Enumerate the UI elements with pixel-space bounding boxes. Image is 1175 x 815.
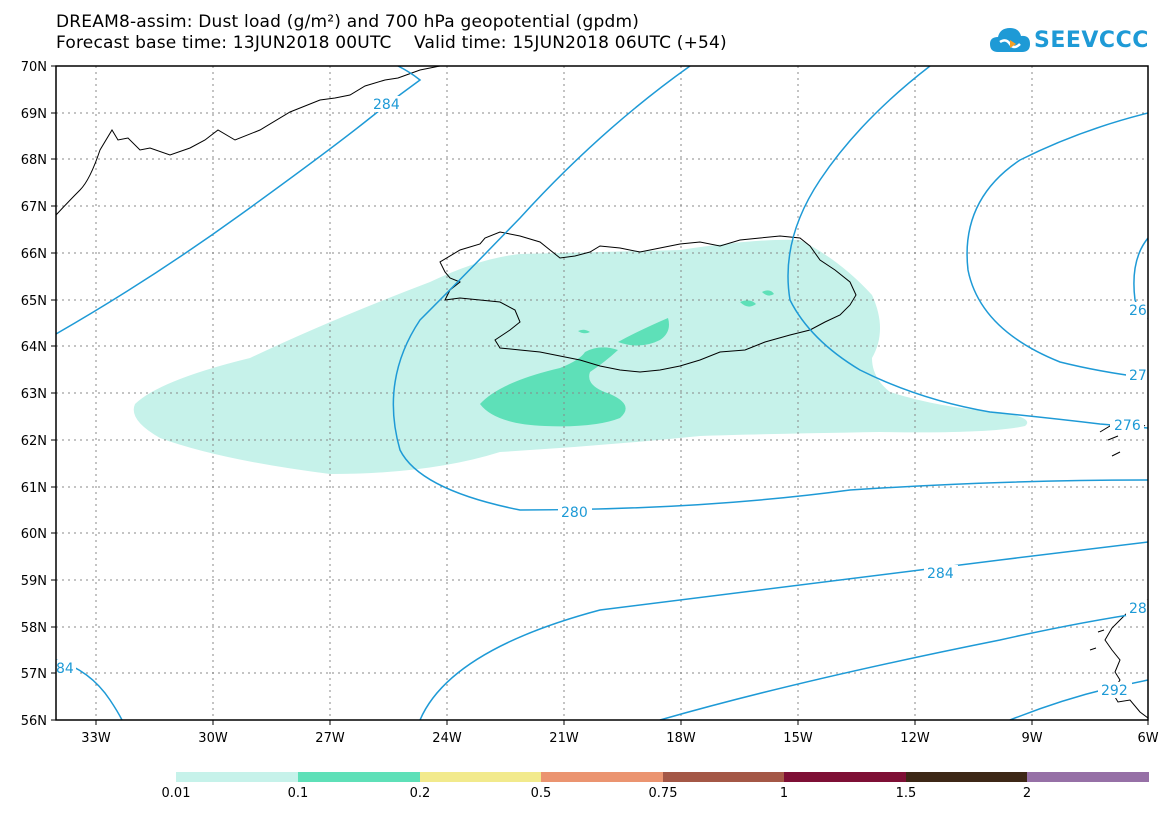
legend-label: 1: [779, 786, 789, 801]
lat-label: 70N: [21, 60, 47, 75]
legend-swatch: [784, 772, 906, 782]
seevccc-logo: SEEVCCC: [990, 24, 1160, 58]
legend-label: 0.5: [530, 786, 552, 801]
dust-patch-2: [740, 300, 756, 307]
color-legend: 0.01 0.1 0.2 0.5 0.75 1 1.5 2: [0, 770, 1175, 815]
contour-label: 27: [1129, 368, 1147, 384]
legend-swatch: [1027, 772, 1149, 782]
legend-swatch: [298, 772, 420, 782]
contour-276: [787, 66, 1148, 429]
legend-color-bar: [176, 772, 1149, 782]
scotland-coast: [1089, 599, 1148, 719]
iceland-coast: [439, 231, 857, 373]
lat-label: 59N: [21, 574, 47, 589]
axis-ticks: [51, 65, 1149, 725]
dust-patch-4: [578, 329, 590, 334]
contour-280: [392, 66, 1148, 511]
legend-label: 0.2: [409, 786, 431, 801]
lat-label: 67N: [21, 200, 47, 215]
legend-swatch: [663, 772, 784, 782]
logo-text: SEEVCCC: [1034, 28, 1149, 53]
contour-288: [659, 611, 1148, 720]
dust-load-map: 284 280 284 276 27 26 28 292 84: [21, 60, 1159, 746]
legend-label: 0.75: [648, 786, 678, 801]
lat-label: 65N: [21, 294, 47, 309]
legend-label: 0.01: [161, 786, 191, 801]
dust-patch-3: [762, 290, 774, 296]
lat-label: 64N: [21, 340, 47, 355]
lat-label: 56N: [21, 714, 47, 729]
lon-label: 33W: [81, 731, 111, 746]
contour-label: 84: [56, 661, 74, 677]
dust-area-light: [133, 239, 1028, 474]
greenland-coast: [56, 66, 441, 216]
lon-label: 21W: [549, 731, 579, 746]
legend-label: 2: [1022, 786, 1032, 801]
graticule: [56, 66, 1148, 720]
geopotential-contours: [56, 66, 1148, 720]
lat-label: 66N: [21, 247, 47, 262]
contour-label: 28: [1129, 601, 1147, 617]
lat-label: 60N: [21, 527, 47, 542]
contour-27-east: [966, 112, 1148, 379]
lon-label: 30W: [198, 731, 228, 746]
dust-patch-1: [618, 318, 669, 346]
lat-label: 57N: [21, 667, 47, 682]
lon-label: 18W: [666, 731, 696, 746]
contour-label: 276: [1114, 418, 1141, 434]
lat-label: 68N: [21, 153, 47, 168]
legend-swatch: [420, 772, 541, 782]
contour-284-north: [56, 66, 422, 335]
legend-swatch: [541, 772, 663, 782]
lon-label: 12W: [900, 731, 930, 746]
lon-label: 6W: [1137, 731, 1158, 746]
legend-swatch: [906, 772, 1027, 782]
map-title: DREAM8-assim: Dust load (g/m²) and 700 h…: [56, 12, 640, 32]
lat-label: 69N: [21, 107, 47, 122]
contour-labels: 284 280 284 276 27 26 28 292 84: [56, 96, 1148, 699]
contour-284-south: [419, 541, 1148, 720]
cloud-icon: [990, 28, 1030, 52]
latitude-labels: 70N 69N 68N 67N 66N 65N 64N 63N 62N 61N …: [21, 60, 47, 729]
contour-label: 292: [1101, 683, 1128, 699]
lon-label: 15W: [783, 731, 813, 746]
lat-label: 63N: [21, 387, 47, 402]
lon-label: 9W: [1021, 731, 1042, 746]
legend-label: 1.5: [895, 786, 917, 801]
longitude-labels: 33W 30W 27W 24W 21W 18W 15W 12W 9W 6W: [81, 731, 1158, 746]
lat-label: 61N: [21, 481, 47, 496]
contour-label: 284: [373, 97, 400, 113]
contour-label: 280: [561, 505, 588, 521]
lat-label: 62N: [21, 434, 47, 449]
lon-label: 27W: [315, 731, 345, 746]
contour-label: 284: [927, 566, 954, 582]
lon-label: 24W: [432, 731, 462, 746]
forecast-time-subtitle: Forecast base time: 13JUN2018 00UTC Vali…: [56, 33, 727, 53]
legend-swatch: [176, 772, 298, 782]
legend-label: 0.1: [287, 786, 309, 801]
lat-label: 58N: [21, 621, 47, 636]
dust-area-medium: [480, 347, 626, 427]
contour-label: 26: [1129, 303, 1147, 319]
